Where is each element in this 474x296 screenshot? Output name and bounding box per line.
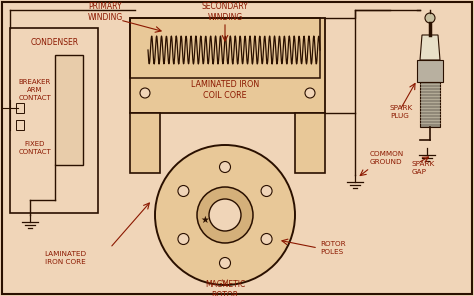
Bar <box>10 28 98 213</box>
Circle shape <box>305 88 315 98</box>
Bar <box>55 55 83 165</box>
Bar <box>420 82 440 127</box>
Text: BREAKER
ARM
CONTACT: BREAKER ARM CONTACT <box>18 80 51 101</box>
Text: LAMINATED
IRON CORE: LAMINATED IRON CORE <box>44 251 86 265</box>
Bar <box>417 60 443 82</box>
Text: FIXED
CONTACT: FIXED CONTACT <box>18 141 51 155</box>
Circle shape <box>155 145 295 285</box>
Bar <box>130 18 325 113</box>
Text: SPARK
PLUG: SPARK PLUG <box>390 105 413 119</box>
Polygon shape <box>420 35 440 60</box>
Bar <box>295 113 325 173</box>
Text: SECONDARY
WINDING: SECONDARY WINDING <box>201 2 248 22</box>
Text: MAGNETIC
ROTOR: MAGNETIC ROTOR <box>205 280 245 296</box>
Bar <box>16 120 24 130</box>
Text: CONDENSER: CONDENSER <box>31 38 79 47</box>
Text: LAMINATED IRON
COIL CORE: LAMINATED IRON COIL CORE <box>191 80 259 100</box>
Circle shape <box>209 199 241 231</box>
Bar <box>130 113 160 173</box>
Circle shape <box>197 187 253 243</box>
Bar <box>130 18 325 113</box>
Text: ROTOR
POLES: ROTOR POLES <box>320 241 346 255</box>
Circle shape <box>261 234 272 244</box>
Circle shape <box>178 186 189 197</box>
Text: SPARK
GAP: SPARK GAP <box>412 161 435 175</box>
Bar <box>130 18 320 78</box>
Circle shape <box>219 162 230 173</box>
Text: COMMON
GROUND: COMMON GROUND <box>370 151 404 165</box>
Circle shape <box>425 13 435 23</box>
Circle shape <box>178 234 189 244</box>
Text: ★: ★ <box>201 215 210 225</box>
Text: PRIMARY
WINDING: PRIMARY WINDING <box>87 2 123 22</box>
Circle shape <box>261 186 272 197</box>
Bar <box>16 103 24 113</box>
Circle shape <box>219 258 230 268</box>
Circle shape <box>140 88 150 98</box>
